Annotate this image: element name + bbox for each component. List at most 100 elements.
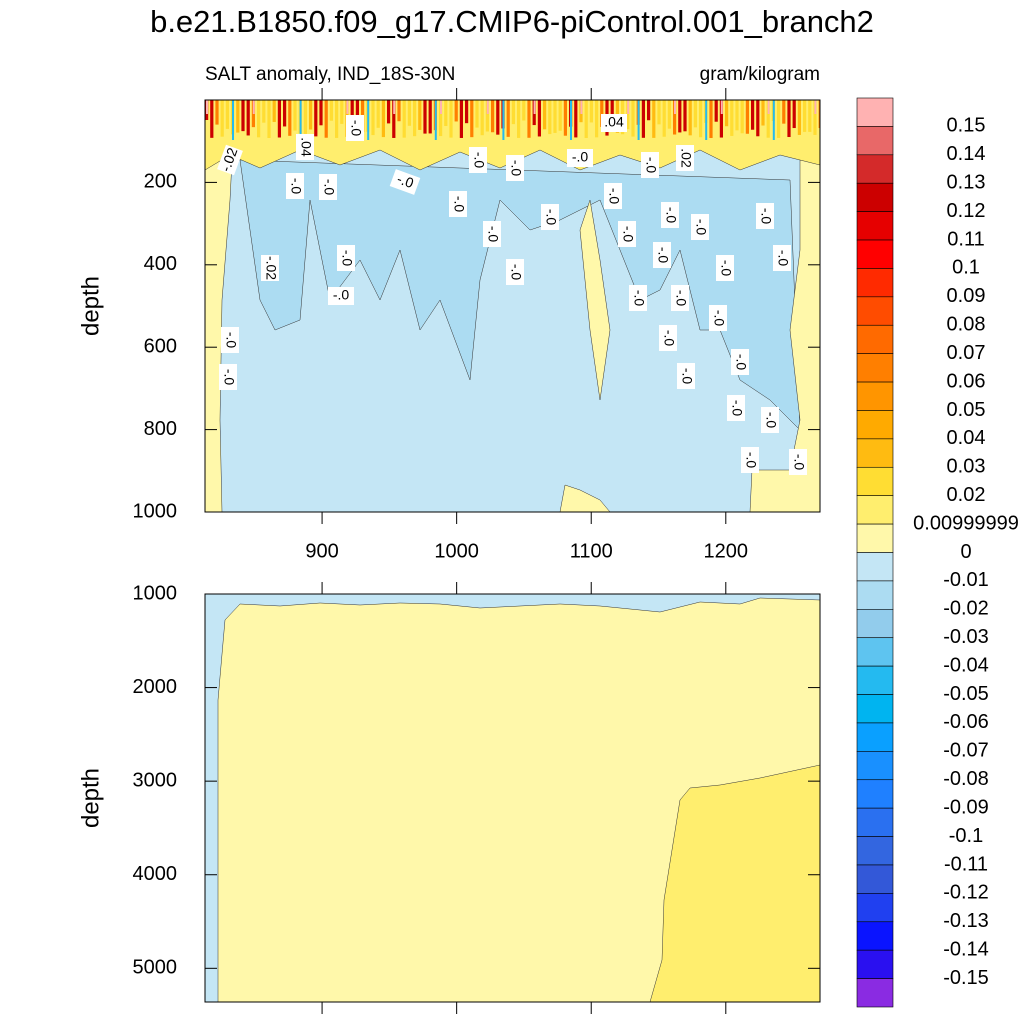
stripe — [506, 100, 510, 137]
colorbar-box — [856, 807, 894, 837]
stripe — [522, 100, 526, 121]
colorbar-box — [856, 495, 894, 525]
contour-label: -.0 — [389, 169, 421, 195]
stripe — [346, 100, 349, 114]
contour-label-text: .04 — [604, 114, 624, 130]
contour-label-text: -.0 — [791, 454, 807, 471]
colorbar-box — [856, 949, 894, 979]
stripe — [693, 100, 697, 128]
contour-label-text: -.0 — [775, 250, 791, 267]
bottom-field — [205, 594, 820, 1002]
colorbar-box — [856, 466, 894, 496]
stripe — [454, 100, 458, 122]
colorbar-label: 0.06 — [947, 370, 986, 392]
contour-label-box — [221, 327, 239, 353]
stripe — [335, 100, 339, 138]
y-axis-label: depth — [77, 276, 104, 336]
contour-label-box — [319, 174, 337, 200]
stripe — [527, 100, 531, 138]
contour-label-text: -.0 — [508, 160, 524, 177]
contour-label-text: -.0 — [733, 354, 749, 371]
contour-label-text: .04 — [298, 137, 314, 157]
stripe — [288, 100, 292, 136]
stripe — [423, 100, 427, 134]
stripe — [803, 100, 807, 132]
colorbar-label: -0.05 — [943, 683, 989, 705]
colorbar-box — [856, 694, 894, 724]
chart-title: b.e21.B1850.f09_g17.CMIP6-piControl.001_… — [150, 4, 874, 39]
y-tick-label: 5000 — [133, 957, 178, 979]
stripe — [402, 100, 406, 138]
colorbar-label: 0.04 — [947, 427, 986, 449]
colorbar-box — [856, 126, 894, 156]
stripe — [324, 100, 328, 138]
contour-label-box — [328, 287, 354, 305]
stripe — [720, 100, 723, 114]
contour-label-text: -.0 — [508, 264, 524, 281]
stripe — [533, 100, 536, 114]
stripe — [381, 100, 385, 138]
contour-label: -.0 — [319, 174, 337, 200]
stripe — [662, 100, 666, 137]
stripe — [502, 100, 505, 140]
contour-label-box — [756, 203, 774, 229]
colorbar-box — [856, 438, 894, 468]
y-axis-label: depth — [77, 768, 104, 828]
contour-label-text: -.0 — [763, 412, 779, 429]
stripe — [637, 100, 640, 140]
colorbar-box — [856, 609, 894, 639]
stripe — [674, 100, 676, 114]
contour-label-box — [641, 152, 659, 178]
colorbar-label: 0 — [960, 541, 971, 563]
contour-label: -.0 — [328, 287, 354, 305]
contour-label: -.0 — [756, 203, 774, 229]
contour-label-box — [741, 447, 759, 473]
colorbar-label: -0.12 — [943, 882, 989, 904]
contour-label: -.0 — [629, 285, 647, 311]
stripe — [705, 100, 708, 140]
colorbar-box — [856, 410, 894, 440]
contour-label-box — [761, 407, 779, 433]
y-tick-label: 1000 — [133, 582, 178, 604]
y-tick-label: 4000 — [133, 863, 178, 885]
colorbar-box — [856, 381, 894, 411]
stripe — [600, 100, 604, 127]
colorbar-box — [856, 211, 894, 241]
left-string: SALT anomaly, IND_18S-30N — [205, 64, 455, 85]
stripe — [496, 100, 500, 135]
contour-label-box — [691, 214, 709, 240]
colorbar-label: 0.15 — [947, 115, 986, 137]
contour-label-box — [727, 395, 745, 421]
contour-label: -.02 — [217, 144, 243, 176]
contour-label-text: -.0 — [679, 368, 695, 385]
colorbar-label: 0.09 — [947, 285, 986, 307]
contour-label: .02 — [676, 145, 694, 171]
colorbar-label: 0.02 — [947, 484, 986, 506]
colorbar-box — [856, 154, 894, 184]
colorbar-box — [856, 637, 894, 667]
contour-label: -.0 — [661, 202, 679, 228]
stripe — [641, 100, 645, 138]
colorbar-label: 0.11 — [947, 228, 984, 250]
contour-label: -.0 — [469, 147, 487, 173]
contour-label-box — [346, 115, 364, 141]
stripe — [449, 100, 453, 138]
colorbar-box — [856, 296, 894, 326]
contour-label-box — [296, 134, 314, 160]
colorbar-label: 0.03 — [947, 456, 986, 478]
stripe — [580, 100, 583, 114]
stripe — [548, 100, 552, 135]
y-tick-label: 200 — [144, 171, 177, 193]
colorbar-box — [856, 239, 894, 269]
colorbar-label: -0.11 — [944, 853, 988, 875]
contour-label: -.0 — [219, 364, 237, 390]
stripe — [647, 100, 651, 121]
colorbar-label: -0.13 — [943, 910, 989, 932]
stripe — [570, 100, 572, 140]
contour-label-text: -.0 — [663, 207, 679, 224]
stripe — [350, 100, 354, 129]
colorbar-box — [856, 722, 894, 752]
contour-label-box — [469, 147, 487, 173]
stripe — [252, 100, 255, 114]
stripe — [236, 100, 240, 133]
